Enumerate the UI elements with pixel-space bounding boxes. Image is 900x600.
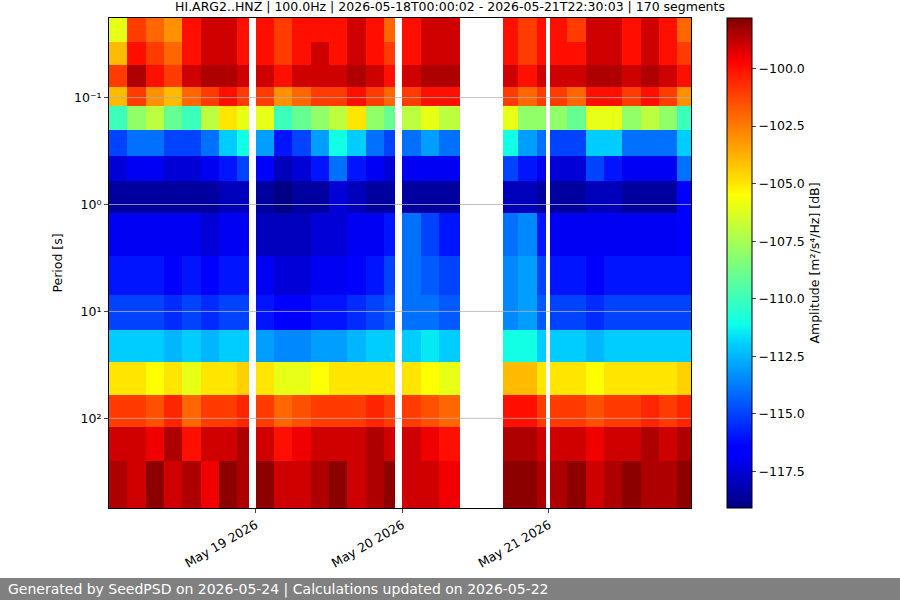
- svg-text:HI.ARG2..HNZ | 100.0Hz | 2026-: HI.ARG2..HNZ | 100.0Hz | 2026-05-18T00:0…: [175, 0, 725, 14]
- svg-text:10⁰: 10⁰: [81, 197, 102, 212]
- svg-text:−110.0: −110.0: [759, 291, 805, 306]
- svg-text:Amplitude [m²/s⁴/Hz] [dB]: Amplitude [m²/s⁴/Hz] [dB]: [807, 182, 822, 343]
- svg-text:−105.0: −105.0: [759, 176, 805, 191]
- svg-text:10²: 10²: [81, 411, 102, 426]
- svg-text:−112.5: −112.5: [759, 349, 805, 364]
- svg-text:Period [s]: Period [s]: [50, 233, 65, 292]
- svg-text:10¹: 10¹: [81, 304, 102, 319]
- svg-text:−107.5: −107.5: [759, 234, 805, 249]
- html-text:Generated by SeedPSD on 2026-0: Generated by SeedPSD on 2026-05-24 | Cal…: [8, 581, 549, 597]
- svg-text:−117.5: −117.5: [759, 464, 805, 479]
- svg-text:10⁻¹: 10⁻¹: [74, 90, 102, 105]
- svg-text:−115.0: −115.0: [759, 406, 805, 421]
- svg-text:−100.0: −100.0: [759, 61, 805, 76]
- svg-text:May 21 2026: May 21 2026: [475, 517, 553, 571]
- svg-text:May 19 2026: May 19 2026: [182, 517, 260, 571]
- svg-text:−102.5: −102.5: [759, 118, 805, 133]
- svg-text:May 20 2026: May 20 2026: [329, 517, 407, 571]
